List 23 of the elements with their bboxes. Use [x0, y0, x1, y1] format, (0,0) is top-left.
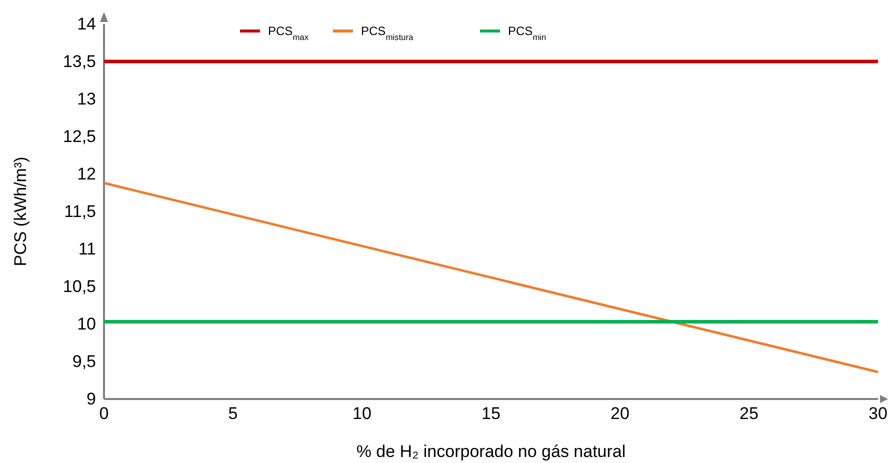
x-tick-label: 25 [740, 404, 758, 424]
y-tick-label: 10,5 [62, 276, 96, 296]
y-tick-label: 11 [78, 239, 96, 258]
y-tick-label: 9 [86, 389, 96, 408]
x-tick-label: 10 [352, 404, 372, 424]
legend-label: PCS$_{mistura}$ [361, 24, 414, 42]
y-axis-title: PCS (kWh/m³) [11, 156, 30, 266]
x-tick-label: 30 [868, 404, 888, 424]
y-tick-label: 14 [77, 14, 96, 34]
y-tick-label: 13,5 [62, 52, 96, 71]
y-tick-label: 13 [77, 89, 96, 108]
x-tick-label: 20 [610, 404, 630, 424]
legend-label: PCS$_{min}$ [508, 24, 547, 42]
x-tick-label: 0 [99, 404, 109, 424]
x-tick-label: 5 [228, 404, 238, 424]
x-axis-title: % de H₂ incorporado no gás natural [356, 442, 626, 461]
y-tick-label: 12,5 [62, 126, 96, 146]
y-tick-label: 11,5 [64, 202, 96, 221]
x-tick-label: 15 [482, 404, 500, 424]
y-tick-label: 9,5 [72, 352, 96, 371]
y-tick-label: 12 [77, 164, 96, 184]
legend-label: PCS$_{max}$ [268, 24, 310, 42]
y-tick-label: 10 [77, 314, 96, 334]
